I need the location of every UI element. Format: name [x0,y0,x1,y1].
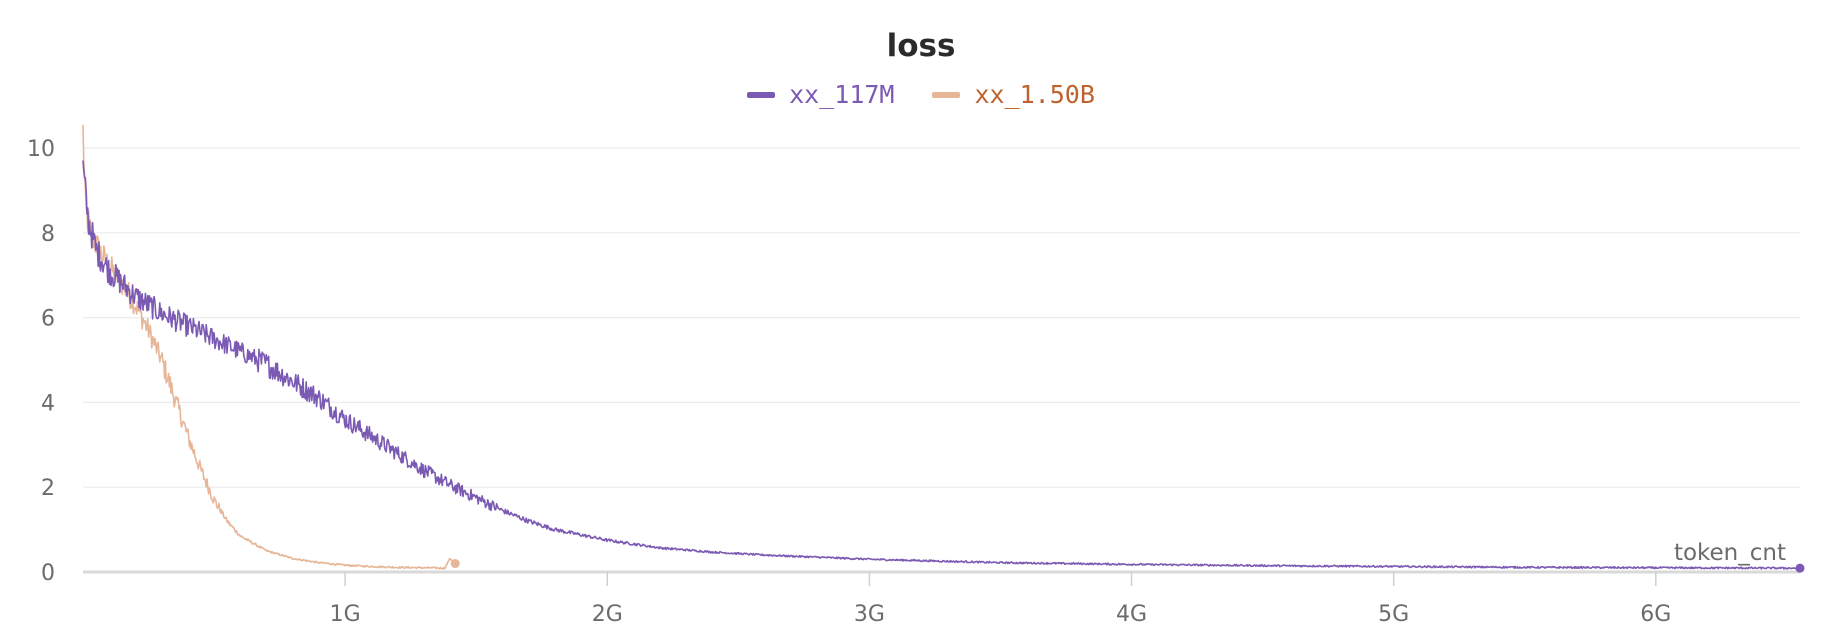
xtick-label-5G: 5G [1378,602,1409,627]
ytick-label-6: 6 [41,307,55,332]
chart-title: loss [886,28,956,64]
x-axis-label: token_cnt [1674,540,1786,566]
xtick-label-2G: 2G [592,602,623,627]
xtick-label-6G: 6G [1640,602,1671,627]
series-endpoint-1[interactable] [1795,563,1805,573]
series-layer [82,124,1805,573]
xtick-label-1G: 1G [330,602,361,627]
legend-label-series-2: xx_1.50B [974,80,1095,109]
xtick-label-3G: 3G [854,602,885,627]
series-line-1[interactable] [82,160,1800,570]
legend-item-series-2[interactable]: xx_1.50B [932,80,1095,109]
legend-item-series-1[interactable]: xx_117M [747,80,894,109]
ytick-label-2: 2 [41,476,55,501]
grid [83,147,1800,488]
legend: xx_117M xx_1.50B [0,80,1842,109]
legend-swatch-series-1 [747,91,776,98]
ytick-label-10: 10 [27,137,55,162]
ytick-label-0: 0 [41,561,55,586]
ytick-label-4: 4 [41,391,55,416]
series-endpoint-2[interactable] [450,559,460,569]
ytick-label-8: 8 [41,222,55,247]
series-line-2[interactable] [82,124,456,570]
legend-label-series-1: xx_117M [789,80,895,109]
axes: 0 2 4 6 8 10 1G 2G 3G 4G 5G 6G token_cnt [27,137,1800,627]
xtick-label-4G: 4G [1116,602,1147,627]
legend-swatch-series-2 [932,91,961,98]
